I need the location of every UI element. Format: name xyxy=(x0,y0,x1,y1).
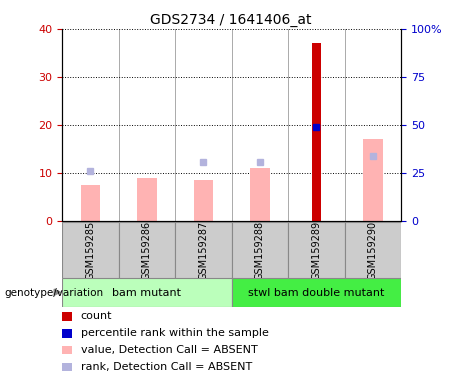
Bar xyxy=(194,180,213,221)
Text: stwl bam double mutant: stwl bam double mutant xyxy=(248,288,384,298)
Text: GSM159287: GSM159287 xyxy=(198,220,208,280)
Bar xyxy=(62,278,231,307)
Text: value, Detection Call = ABSENT: value, Detection Call = ABSENT xyxy=(81,345,257,355)
Text: rank, Detection Call = ABSENT: rank, Detection Call = ABSENT xyxy=(81,362,252,372)
Bar xyxy=(231,222,288,278)
Text: genotype/variation: genotype/variation xyxy=(5,288,104,298)
Bar xyxy=(288,222,344,278)
Text: percentile rank within the sample: percentile rank within the sample xyxy=(81,328,269,338)
Bar xyxy=(231,278,401,307)
Bar xyxy=(312,43,320,221)
Bar xyxy=(363,139,383,221)
Text: GDS2734 / 1641406_at: GDS2734 / 1641406_at xyxy=(150,13,311,27)
Bar xyxy=(137,177,157,221)
Bar xyxy=(175,222,231,278)
Bar xyxy=(62,222,118,278)
Text: GSM159288: GSM159288 xyxy=(255,220,265,280)
Bar xyxy=(118,222,175,278)
Text: GSM159290: GSM159290 xyxy=(368,220,378,280)
Bar xyxy=(81,185,100,221)
Text: GSM159285: GSM159285 xyxy=(85,220,95,280)
Text: GSM159286: GSM159286 xyxy=(142,220,152,280)
Bar xyxy=(250,168,270,221)
Text: count: count xyxy=(81,311,112,321)
Text: bam mutant: bam mutant xyxy=(112,288,182,298)
Text: GSM159289: GSM159289 xyxy=(311,220,321,280)
Bar xyxy=(344,222,401,278)
